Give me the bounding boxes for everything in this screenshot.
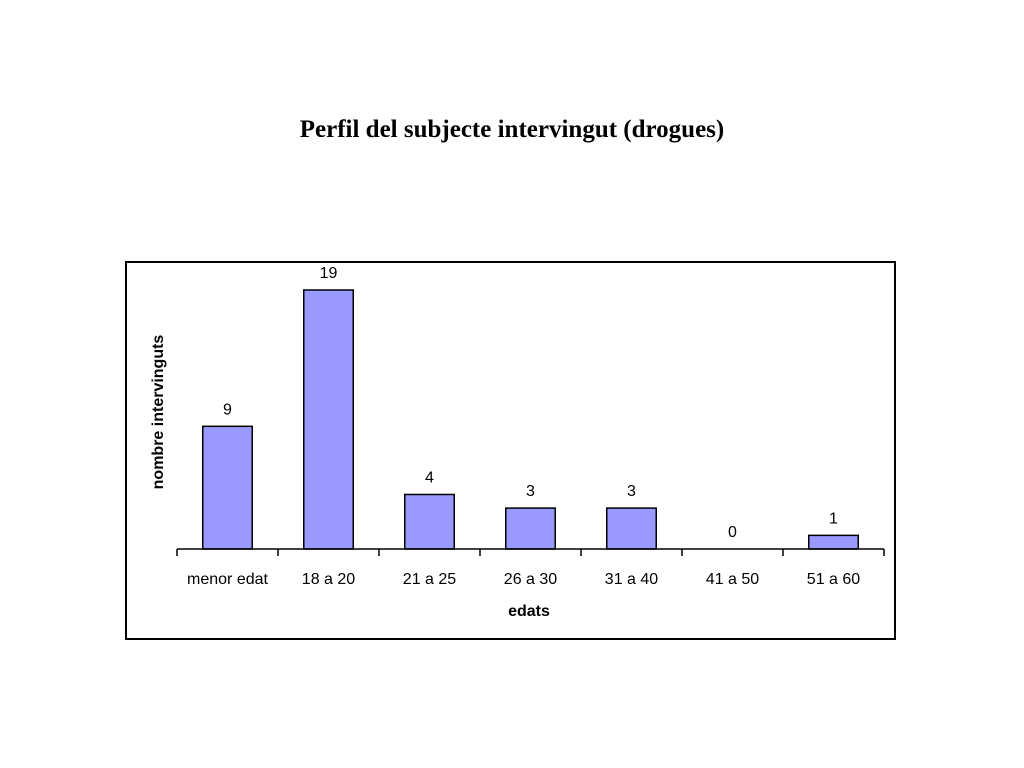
y-axis-label: nombre intervinguts bbox=[150, 335, 167, 490]
chart-title: Perfil del subjecte intervingut (drogues… bbox=[299, 116, 725, 143]
bar-2 bbox=[404, 493, 455, 550]
x-tick-label-1: 18 a 20 bbox=[302, 571, 355, 588]
x-ticks-group bbox=[176, 549, 885, 556]
data-label-1: 19 bbox=[320, 265, 338, 282]
data-label-0: 9 bbox=[223, 401, 232, 418]
data-label-4: 3 bbox=[627, 483, 636, 500]
x-tick-label-5: 41 a 50 bbox=[706, 571, 759, 588]
data-label-2: 4 bbox=[425, 469, 434, 486]
data-label-3: 3 bbox=[526, 483, 535, 500]
chart-frame bbox=[125, 261, 896, 640]
x-tick-label-0: menor edat bbox=[187, 571, 268, 588]
x-tick-label-3: 26 a 30 bbox=[504, 571, 557, 588]
bar-3 bbox=[505, 507, 556, 550]
x-tick-label-6: 51 a 60 bbox=[807, 571, 860, 588]
x-tick-labels-group: menor edat 18 a 20 21 a 25 26 a 30 31 a 40 41… bbox=[187, 571, 860, 588]
bar-0 bbox=[202, 425, 253, 550]
bar-6 bbox=[808, 534, 859, 550]
data-label-5: 0 bbox=[728, 524, 737, 541]
data-labels-group: 9 19 4 3 3 0 1 bbox=[223, 265, 838, 541]
bar-1 bbox=[303, 289, 354, 550]
x-tick-label-2: 21 a 25 bbox=[403, 571, 456, 588]
x-tick-label-4: 31 a 40 bbox=[605, 571, 658, 588]
x-axis-label: edats bbox=[508, 603, 550, 620]
bar-4 bbox=[606, 507, 657, 550]
bars-group bbox=[202, 289, 859, 550]
data-label-6: 1 bbox=[829, 510, 838, 527]
